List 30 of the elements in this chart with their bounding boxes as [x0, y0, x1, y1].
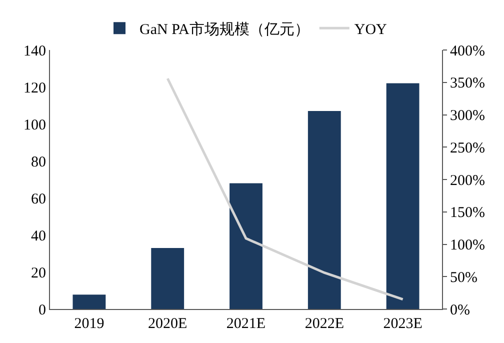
x-tick-label: 2020E	[148, 316, 188, 332]
bar	[151, 248, 184, 309]
y-tick-label: 140	[24, 43, 46, 60]
bar	[308, 111, 341, 309]
y2-tick-label: 0%	[450, 302, 470, 318]
y-tick-label: 100	[24, 117, 46, 134]
y2-tick-label: 300%	[450, 108, 485, 124]
y2-tick-label: 150%	[450, 205, 485, 222]
y2-tick-label: 100%	[450, 238, 485, 254]
bar	[230, 183, 262, 309]
y2-tick-label: 400%	[450, 43, 485, 60]
y-tick-label: 0	[38, 302, 46, 318]
y-tick-label: 120	[24, 80, 46, 96]
y2-tick-label: 350%	[450, 76, 485, 92]
x-tick-label: 2022E	[304, 316, 344, 332]
y2-tick-label: 50%	[450, 270, 478, 286]
y2-tick-label: 250%	[450, 140, 485, 156]
x-tick-label: 2021E	[226, 316, 266, 332]
bar	[72, 294, 106, 309]
x-tick-label: 2023E	[383, 316, 422, 332]
y-tick-label: 60	[31, 191, 46, 208]
y2-tick-label: 200%	[450, 172, 485, 189]
legend-label: YOY	[354, 22, 388, 38]
y-tick-label: 40	[31, 228, 46, 244]
x-tick-label: 2019	[74, 316, 104, 332]
y-tick-label: 80	[31, 154, 46, 170]
legend-label: GaN PA市场规模（亿元）	[140, 20, 310, 38]
line-series	[166, 77, 404, 301]
bar	[386, 83, 420, 309]
y-tick-label: 20	[31, 265, 46, 282]
